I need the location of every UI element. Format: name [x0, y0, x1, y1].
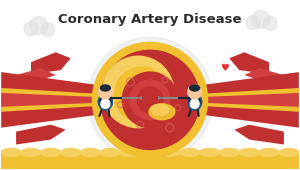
Circle shape: [263, 16, 277, 30]
Circle shape: [252, 11, 270, 28]
Polygon shape: [234, 125, 284, 144]
Polygon shape: [158, 96, 163, 100]
Ellipse shape: [140, 148, 160, 156]
Circle shape: [88, 37, 212, 162]
Ellipse shape: [180, 148, 200, 156]
Ellipse shape: [259, 148, 279, 156]
Text: ♥: ♥: [220, 63, 229, 73]
Circle shape: [41, 22, 55, 36]
Circle shape: [92, 42, 208, 157]
Ellipse shape: [1, 148, 21, 156]
Ellipse shape: [41, 148, 61, 156]
Ellipse shape: [120, 148, 140, 156]
Polygon shape: [16, 125, 66, 144]
Ellipse shape: [100, 85, 110, 91]
Ellipse shape: [100, 148, 120, 156]
Circle shape: [114, 67, 170, 123]
Polygon shape: [192, 88, 299, 112]
Circle shape: [137, 87, 163, 113]
Circle shape: [30, 16, 48, 34]
Ellipse shape: [149, 104, 175, 120]
Circle shape: [102, 56, 174, 128]
Bar: [1, 152, 299, 169]
Ellipse shape: [98, 94, 112, 110]
Polygon shape: [185, 72, 299, 128]
Circle shape: [188, 85, 202, 99]
Circle shape: [130, 80, 170, 120]
Text: Coronary Artery Disease: Coronary Artery Disease: [58, 13, 242, 26]
Ellipse shape: [188, 94, 202, 110]
Ellipse shape: [101, 99, 110, 109]
Ellipse shape: [151, 104, 169, 115]
Polygon shape: [198, 93, 299, 107]
Polygon shape: [16, 68, 56, 82]
Circle shape: [246, 16, 260, 29]
Circle shape: [98, 85, 112, 99]
Ellipse shape: [219, 148, 239, 156]
Ellipse shape: [160, 148, 180, 156]
Ellipse shape: [81, 148, 100, 156]
Ellipse shape: [200, 148, 219, 156]
Polygon shape: [137, 96, 142, 100]
Ellipse shape: [21, 148, 41, 156]
Polygon shape: [1, 72, 115, 128]
Polygon shape: [229, 52, 269, 78]
Circle shape: [122, 72, 178, 128]
Polygon shape: [1, 88, 108, 112]
Ellipse shape: [239, 148, 259, 156]
Polygon shape: [31, 52, 71, 78]
Ellipse shape: [190, 85, 200, 91]
Circle shape: [24, 22, 38, 35]
Ellipse shape: [190, 99, 199, 109]
Polygon shape: [1, 93, 102, 107]
Circle shape: [100, 50, 200, 149]
Polygon shape: [244, 68, 284, 82]
Ellipse shape: [61, 148, 81, 156]
Ellipse shape: [279, 148, 299, 156]
